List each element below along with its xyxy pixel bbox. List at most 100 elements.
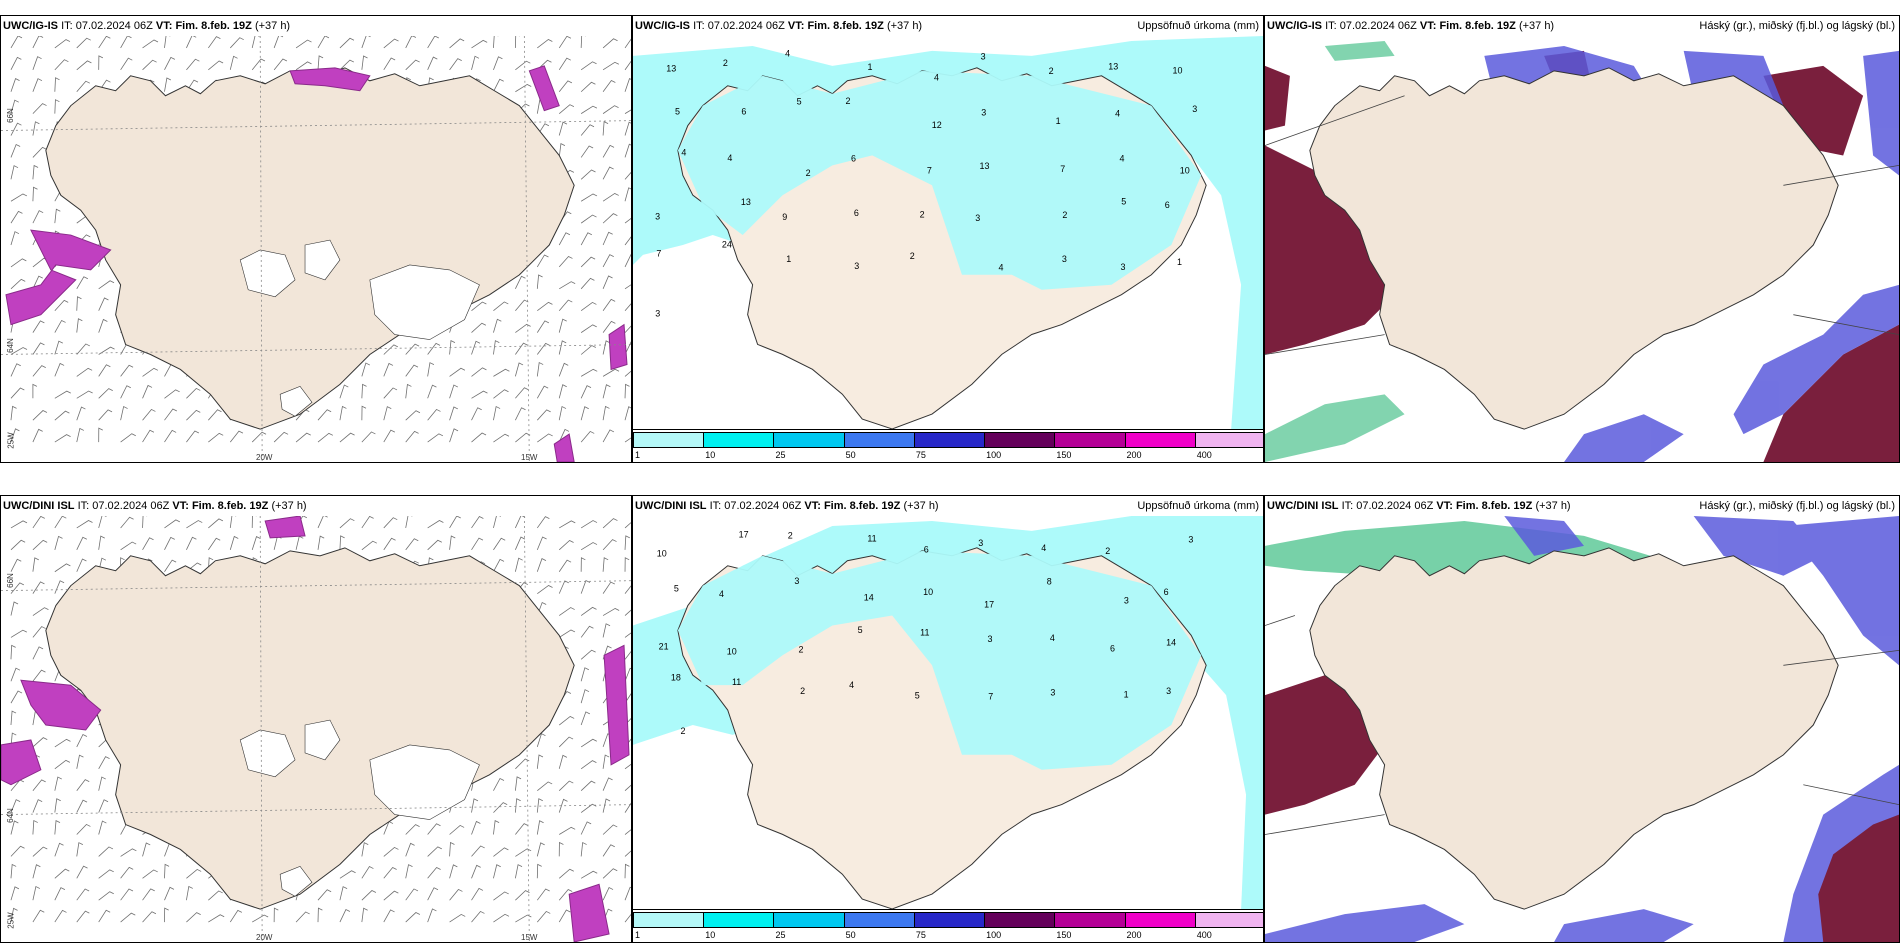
wind-barb	[251, 516, 257, 528]
wind-barb	[624, 609, 631, 616]
wind-barb	[32, 557, 39, 572]
precip-value: 13	[741, 197, 751, 207]
wind-barb	[98, 516, 107, 529]
wind-barb	[54, 842, 64, 857]
precip-value: 6	[741, 106, 746, 116]
wind-barb	[536, 842, 545, 857]
precip-value: 3	[655, 212, 660, 222]
wind-barb	[32, 56, 42, 70]
wind-barb	[98, 55, 104, 70]
precip-value: 4	[1115, 108, 1120, 118]
precip-value: 1	[868, 62, 873, 72]
wind-barb	[339, 909, 351, 923]
wind-barb	[471, 537, 484, 551]
wind-barb	[537, 409, 551, 421]
cloud-map	[1265, 516, 1899, 942]
wind-barb	[580, 606, 597, 616]
wind-barb	[536, 820, 544, 835]
wind-barb	[76, 799, 88, 813]
wind-barb	[54, 798, 61, 813]
vt-label: VT:	[155, 20, 173, 32]
wind-barb	[76, 865, 88, 879]
wind-barb	[580, 430, 595, 443]
low-cloud	[1265, 675, 1899, 942]
wind-barb	[120, 866, 134, 879]
precip-value: 17	[739, 529, 749, 539]
wind-barb	[624, 717, 631, 726]
wind-barb	[537, 39, 553, 49]
wind-barb	[10, 601, 19, 616]
wind-barb	[54, 820, 61, 835]
wind-barb	[602, 144, 615, 158]
glacier-shapes	[239, 719, 480, 897]
wind-barb	[361, 842, 369, 857]
product-title: Háský (gr.), miðský (fj.bl.) og lágský (…	[1699, 500, 1895, 512]
wind-barb	[164, 907, 169, 923]
wind-barb	[10, 78, 20, 92]
wind-barb	[76, 558, 87, 572]
wind-barb	[493, 802, 508, 813]
wind-barb	[471, 55, 480, 70]
wind-barb	[10, 845, 25, 857]
wind-barb	[558, 841, 564, 857]
lead-time: (+37 h)	[886, 20, 923, 32]
wind-barb	[142, 911, 157, 923]
colorbar-cell	[984, 912, 1056, 928]
wind-barb	[536, 254, 549, 268]
lon-label-15w: 15W	[521, 933, 538, 942]
wind-barb	[493, 78, 504, 92]
wind-barb	[514, 798, 521, 813]
precip-value: 3	[655, 308, 660, 318]
wind-barb	[383, 890, 399, 901]
wind-barb	[32, 819, 38, 835]
wind-barb	[602, 193, 619, 202]
wind-barb	[427, 823, 441, 835]
wind-barb	[580, 579, 591, 594]
wind-barb	[536, 888, 550, 901]
precip-value: 2	[723, 58, 728, 68]
wind-barb	[76, 37, 91, 49]
wind-barb	[186, 387, 201, 399]
wind-barb	[54, 39, 71, 49]
wind-barb	[361, 540, 377, 551]
panel-bottom-mid: UWC/DINI ISL IT: 07.02.2024 06Z VT: Fim.…	[632, 495, 1264, 943]
precip-value: 3	[1166, 686, 1171, 696]
cloud-map-svg	[1265, 36, 1899, 462]
wind-barb	[624, 217, 631, 224]
wind-barb	[76, 536, 88, 551]
wind-barb	[558, 104, 575, 114]
wind-barb	[383, 429, 396, 443]
wind-barb	[515, 516, 526, 529]
wind-barb	[624, 437, 631, 443]
precip-map: 10 17 2 11 6 3 4 2 3 5 4 3 14 10 17 8 3 6 21 10 2 5 11 3 4 6 14 18 1…	[633, 516, 1263, 910]
wind-barb	[427, 908, 437, 923]
wind-barb	[76, 754, 84, 769]
lead-time: (+37 h)	[903, 500, 939, 512]
wind-barb	[493, 537, 506, 551]
colorbar-label: 100	[986, 930, 1002, 940]
wind-barb	[10, 732, 17, 747]
wind-barb	[339, 432, 355, 443]
wind-barb	[273, 36, 284, 49]
wind-barb	[164, 429, 177, 443]
lon-label-20w: 20W	[256, 933, 273, 942]
wind-barb	[405, 430, 419, 443]
precip-value: 3	[981, 52, 986, 62]
wind-barb	[624, 236, 631, 246]
wind-barb	[449, 384, 459, 399]
wind-barb	[471, 864, 481, 879]
precip-value: 5	[674, 584, 679, 594]
precip-value: 3	[981, 108, 986, 118]
wind-barb	[295, 432, 311, 443]
wind-barb	[558, 362, 569, 377]
wind-barb	[142, 516, 148, 528]
cloud-map-svg	[1265, 516, 1899, 942]
wind-barb	[405, 538, 419, 551]
init-time: 07.02.2024 06Z	[75, 20, 153, 32]
lat-label-66n: 66N	[5, 108, 15, 123]
wind-barb	[624, 585, 631, 594]
wind-barb	[32, 410, 48, 421]
wind-barb	[76, 296, 82, 311]
precip-value: 3	[1188, 535, 1193, 545]
wind-barb	[493, 368, 510, 377]
